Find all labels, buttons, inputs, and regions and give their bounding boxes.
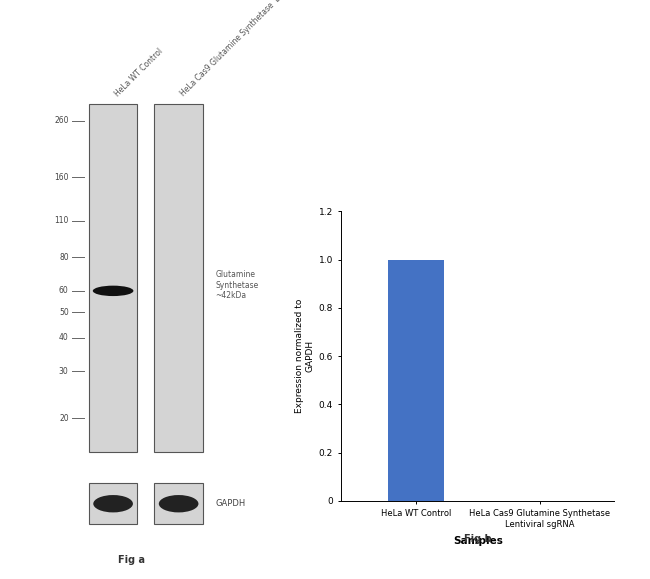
Text: 30: 30 [59,367,69,376]
Text: 260: 260 [54,116,69,125]
Bar [155,104,203,452]
Text: Fig a: Fig a [118,555,144,565]
Text: GAPDH: GAPDH [215,499,246,508]
Text: 20: 20 [59,414,69,423]
Text: Fig b: Fig b [464,534,491,544]
Text: HeLa WT Control: HeLa WT Control [113,47,165,98]
Ellipse shape [93,285,133,296]
Text: 160: 160 [54,173,69,182]
Text: Glutamine
Synthetase
~42kDa: Glutamine Synthetase ~42kDa [215,270,259,300]
Ellipse shape [159,495,198,512]
Text: 40: 40 [59,334,69,342]
X-axis label: Samples: Samples [453,536,502,545]
Text: 60: 60 [59,287,69,295]
Ellipse shape [93,495,133,512]
Y-axis label: Expression normalized to
GAPDH: Expression normalized to GAPDH [295,299,315,413]
Bar [388,259,443,501]
Bar [155,483,203,524]
Bar [89,104,137,452]
Text: HeLa Cas9 Glutamine Synthetase  Lentiviral sgRNA: HeLa Cas9 Glutamine Synthetase Lentivira… [179,0,324,98]
Text: 50: 50 [59,307,69,317]
Text: 80: 80 [59,253,69,262]
Bar [89,483,137,524]
Text: 110: 110 [54,216,69,225]
